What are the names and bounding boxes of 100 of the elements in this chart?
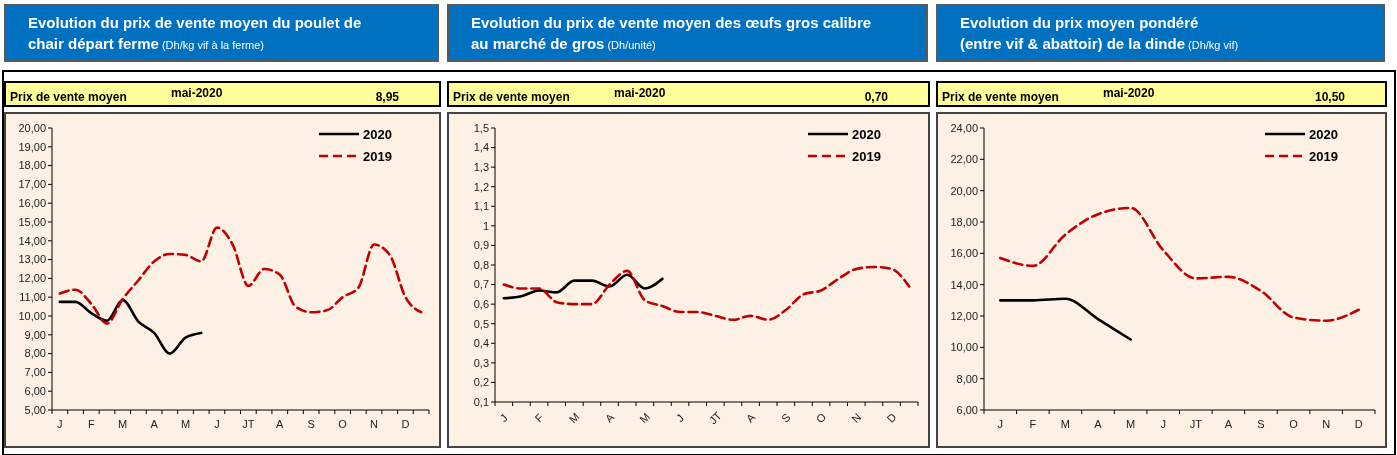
x-tick-label: A <box>1224 418 1233 430</box>
text: 10,50 <box>1314 90 1345 104</box>
x-tick-label: M <box>566 410 582 426</box>
x-tick-label: J <box>1160 418 1166 430</box>
x-tick-label: M <box>118 418 128 430</box>
y-tick-label: 6,00 <box>956 403 978 416</box>
x-tick-label: D <box>884 410 899 425</box>
x-tick-label: O <box>1289 418 1299 430</box>
x-tick-label: A <box>743 410 758 425</box>
y-tick-label: 6,00 <box>24 385 46 398</box>
chart-subtitle: (Dh/kg vif) <box>1187 39 1239 51</box>
y-tick-label: 1,3 <box>473 160 489 173</box>
y-tick-label: 1,1 <box>473 200 489 213</box>
x-tick-label: J <box>497 411 510 425</box>
chart-subtitle: (Dh/kg vif à la ferme) <box>160 39 265 51</box>
y-tick-label: 12,00 <box>18 272 46 285</box>
x-tick-label: A <box>602 410 617 425</box>
y-tick-label: 10,00 <box>950 341 978 354</box>
y-tick-label: 24,00 <box>950 121 978 134</box>
y-tick-label: 16,00 <box>18 197 46 210</box>
text: Prix de vente moyen <box>10 90 127 104</box>
legend-label: 2019 <box>1309 148 1338 164</box>
y-tick-label: 0,5 <box>473 317 489 330</box>
y-tick-label: 8,00 <box>956 372 978 385</box>
y-tick-label: 10,00 <box>18 309 46 322</box>
y-tick-label: 0,9 <box>473 239 489 252</box>
line-series <box>58 298 203 355</box>
x-tick-label: A <box>276 418 285 430</box>
text: mai-2020 <box>614 86 666 100</box>
y-tick-label: 0,8 <box>473 258 489 271</box>
y-tick-label: 12,00 <box>950 309 978 322</box>
x-tick-label: A <box>1094 418 1103 430</box>
y-tick-label: 14,00 <box>950 278 978 291</box>
y-tick-label: 22,00 <box>950 153 978 166</box>
y-tick-label: 0,7 <box>473 278 489 291</box>
y-tick-label: 0,4 <box>473 337 489 350</box>
x-tick-label: F <box>1029 418 1037 430</box>
text: 0,70 <box>864 90 888 104</box>
x-tick-label: JT <box>706 409 724 427</box>
x-tick-label: F <box>532 411 546 425</box>
x-tick-label: J <box>214 418 220 430</box>
x-tick-label: F <box>87 418 95 430</box>
y-tick-label: 0,6 <box>473 297 489 310</box>
y-tick-label: 1 <box>482 219 489 232</box>
text: mai-2020 <box>1103 86 1155 100</box>
x-tick-label: N <box>849 410 864 425</box>
x-tick-label: J <box>57 418 63 430</box>
x-tick-label: S <box>307 418 315 430</box>
line-series <box>998 206 1361 322</box>
x-tick-label: JT <box>242 418 255 430</box>
y-tick-label: 18,00 <box>950 215 978 228</box>
line-series <box>998 297 1132 341</box>
line-series <box>58 226 423 325</box>
y-tick-label: 8,00 <box>24 347 46 360</box>
x-tick-label: D <box>401 418 410 430</box>
x-tick-label: N <box>370 418 379 430</box>
y-tick-label: 1,4 <box>473 141 489 154</box>
y-tick-label: 14,00 <box>18 234 46 247</box>
x-tick-label: M <box>1126 418 1136 430</box>
x-tick-label: JT <box>1189 418 1203 430</box>
text: Prix de vente moyen <box>453 90 570 104</box>
y-tick-label: 0,3 <box>473 356 489 369</box>
x-tick-label: S <box>1257 418 1265 430</box>
y-tick-label: 1,5 <box>473 121 489 134</box>
y-tick-label: 0,1 <box>473 395 489 408</box>
legend-label: 2019 <box>363 148 392 164</box>
x-tick-label: M <box>1060 418 1071 430</box>
text: Prix de vente moyen <box>942 90 1059 104</box>
y-tick-label: 0,2 <box>473 376 489 389</box>
y-tick-label: 18,00 <box>18 159 46 172</box>
y-tick-label: 20,00 <box>18 121 46 134</box>
y-tick-label: 7,00 <box>24 366 46 379</box>
line-series <box>502 273 664 300</box>
y-tick-label: 20,00 <box>950 184 978 197</box>
x-tick-label: S <box>778 411 793 425</box>
y-tick-label: 5,00 <box>24 403 46 416</box>
y-tick-label: 13,00 <box>18 253 46 266</box>
y-tick-label: 9,00 <box>24 328 46 341</box>
x-tick-label: A <box>150 418 159 430</box>
y-tick-label: 11,00 <box>19 291 46 304</box>
legend-label: 2019 <box>852 148 881 164</box>
line-series <box>502 265 911 322</box>
legend-label: 2020 <box>363 126 392 142</box>
legend-label: 2020 <box>1309 126 1338 142</box>
x-tick-label: J <box>997 418 1004 430</box>
x-tick-label: O <box>813 410 829 426</box>
text: 8,95 <box>375 90 399 104</box>
x-tick-label: D <box>1354 418 1363 430</box>
x-tick-label: N <box>1322 418 1331 430</box>
x-tick-label: O <box>338 418 348 430</box>
y-tick-label: 16,00 <box>950 247 978 260</box>
text: mai-2020 <box>171 86 223 100</box>
chart-subtitle: (Dh/unité) <box>606 39 656 51</box>
x-tick-label: M <box>637 410 653 426</box>
y-tick-label: 19,00 <box>18 140 46 153</box>
x-tick-label: J <box>673 411 687 425</box>
y-tick-label: 15,00 <box>18 215 46 228</box>
legend-label: 2020 <box>852 126 881 142</box>
y-tick-label: 17,00 <box>18 178 46 191</box>
y-tick-label: 1,2 <box>473 180 489 193</box>
